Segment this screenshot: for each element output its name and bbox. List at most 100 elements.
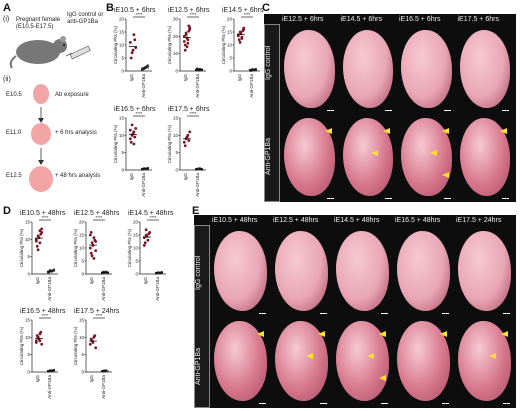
panel-e-column-header-5: iE17.5 + 24hrs: [456, 217, 502, 224]
panel-e-row-label-igg: IgG control: [195, 255, 202, 290]
data-point: [239, 31, 243, 35]
data-point: [40, 342, 44, 346]
y-tick-label: 5: [27, 254, 30, 259]
data-point: [144, 228, 148, 232]
scatter-plot-3: iE14.5 + 6hrs Circulating Plts (%) 0 5 10 15 2…: [220, 5, 272, 106]
data-point: [187, 139, 191, 142]
panel-c-embryo-photo-r1-c2: [342, 30, 393, 108]
data-point: [142, 236, 146, 239]
x-tick-label: Anti-GP1Ba: [141, 74, 146, 98]
plot-title: iE16.5 + 48hrs: [20, 308, 66, 315]
scale-bar: [259, 403, 266, 404]
y-tick-label: 10: [227, 43, 233, 48]
data-point: [186, 41, 190, 45]
y-tick-label: 20: [133, 220, 139, 225]
scale-bar: [385, 110, 392, 111]
data-point: [132, 142, 136, 146]
timeline-event-2: + 6 hrs analysis: [55, 130, 97, 136]
data-point: [183, 48, 187, 52]
x-tick-label: Anti-GP1Ba: [101, 277, 106, 301]
scale-bar: [320, 313, 327, 314]
data-point: [184, 33, 188, 36]
data-point: [238, 41, 242, 44]
y-axis-label: Circulating Plts (%): [113, 124, 118, 163]
plot-title: iE17.5 + 24hrs: [74, 308, 120, 315]
x-tick-label: IgG: [35, 375, 40, 383]
hemorrhage-arrow-icon: [257, 331, 264, 337]
data-point: [133, 135, 137, 139]
panel-c-row-labels: [264, 24, 280, 202]
scale-bar: [502, 110, 509, 111]
panel-c-embryo-photo-r1-c4: [459, 30, 510, 108]
panel-e-column-header-2: iE12.5 + 48hrs: [273, 217, 319, 224]
y-tick-label: 5: [121, 56, 124, 61]
hemorrhage-arrow-icon: [429, 150, 437, 156]
y-tick-label: 10: [173, 51, 179, 56]
data-point: [88, 233, 92, 237]
scale-bar: [326, 110, 334, 111]
panel-e-row-label-anti: Anti-GP1Ba: [195, 348, 202, 385]
y-axis-label: Circulating Plts (%): [167, 25, 172, 64]
data-point: [237, 38, 241, 42]
plot-title: iE10.5 + 48hrs: [20, 210, 66, 217]
panel-c-column-header-2: iE14.5 + 6hrs: [340, 16, 382, 23]
y-tick-label: 0: [229, 69, 232, 74]
y-tick-label: 10: [79, 246, 85, 251]
scale-bar: [502, 198, 509, 199]
data-point: [241, 29, 245, 33]
data-point: [132, 33, 136, 36]
scale-bar: [381, 403, 388, 404]
hemorrhage-arrow-icon: [318, 331, 325, 337]
scale-bar: [503, 313, 510, 314]
step2-label: (ii): [3, 76, 11, 83]
data-point: [129, 140, 133, 144]
y-tick-label: 15: [227, 30, 233, 35]
scatter-plot-7: iE12.5 + 48hrs Circulating Plts (%) 0 5 10 15…: [72, 208, 124, 309]
plot-title: iE12.5 + 48hrs: [74, 210, 120, 217]
y-tick-label: 5: [135, 259, 138, 264]
y-tick-label: 0: [135, 272, 138, 277]
scale-bar: [385, 198, 392, 199]
data-point: [240, 37, 244, 40]
y-tick-label: 15: [79, 318, 85, 323]
hemorrhage-arrow-icon: [441, 172, 449, 178]
data-point: [52, 368, 56, 372]
y-tick-label: 15: [173, 116, 179, 121]
scatter-plot-8: iE14.5 + 48hrs Circulating Plts (%) 0 5 10 15…: [126, 208, 178, 309]
x-tick-label: IgG: [129, 74, 134, 82]
data-point: [236, 34, 240, 38]
data-point: [133, 38, 137, 42]
scale-bar: [442, 403, 449, 404]
data-point: [134, 46, 138, 49]
data-point: [37, 236, 41, 239]
timeline-event-1: Ab exposure: [55, 92, 89, 98]
significance-label: ****: [189, 111, 196, 116]
plot-title: iE16.5 + 6hrs: [114, 106, 156, 113]
scatter-plot-9: iE16.5 + 48hrs Circulating Plts (%) 0 5 10 15…: [18, 306, 70, 407]
y-tick-label: 0: [27, 370, 30, 375]
x-tick-label: IgG: [89, 375, 94, 383]
data-point: [94, 240, 98, 243]
x-tick-label: IgG: [183, 74, 188, 82]
panel-e-column-header-1: iE10.5 + 48hrs: [212, 217, 258, 224]
scale-bar: [442, 313, 449, 314]
scatter-plot-4: iE16.5 + 6hrs Circulating Plts (%) 0 5 10 15 *…: [112, 104, 164, 205]
panel-letter-a: A: [3, 2, 11, 14]
y-tick-label: 0: [81, 272, 84, 277]
step1-text: Pregnant female: [16, 17, 61, 23]
data-point: [129, 56, 133, 60]
scatter-plot-10: iE17.5 + 24hrs Circulating Plts (%) 0 5 10 15…: [72, 306, 124, 407]
step1-label: (i): [3, 16, 10, 23]
data-point: [89, 337, 93, 341]
panel-c-embryo-photo-r1-c1: [284, 30, 335, 108]
scatter-plot-6: iE10.5 + 48hrs Circulating Plts (%) 0 5 10 15…: [18, 208, 70, 309]
data-point: [91, 341, 95, 344]
significance-label: ****: [149, 215, 156, 220]
y-tick-label: 10: [119, 43, 125, 48]
panel-c-row-label-anti: Anti-GP1Ba: [265, 138, 272, 175]
panel-letter-b: B: [106, 2, 114, 14]
step1-range: (E10.5-E17.5): [16, 24, 54, 30]
hemorrhage-arrow-icon: [306, 353, 313, 359]
y-tick-label: 0: [121, 69, 124, 74]
hemorrhage-arrow-icon: [440, 331, 447, 337]
